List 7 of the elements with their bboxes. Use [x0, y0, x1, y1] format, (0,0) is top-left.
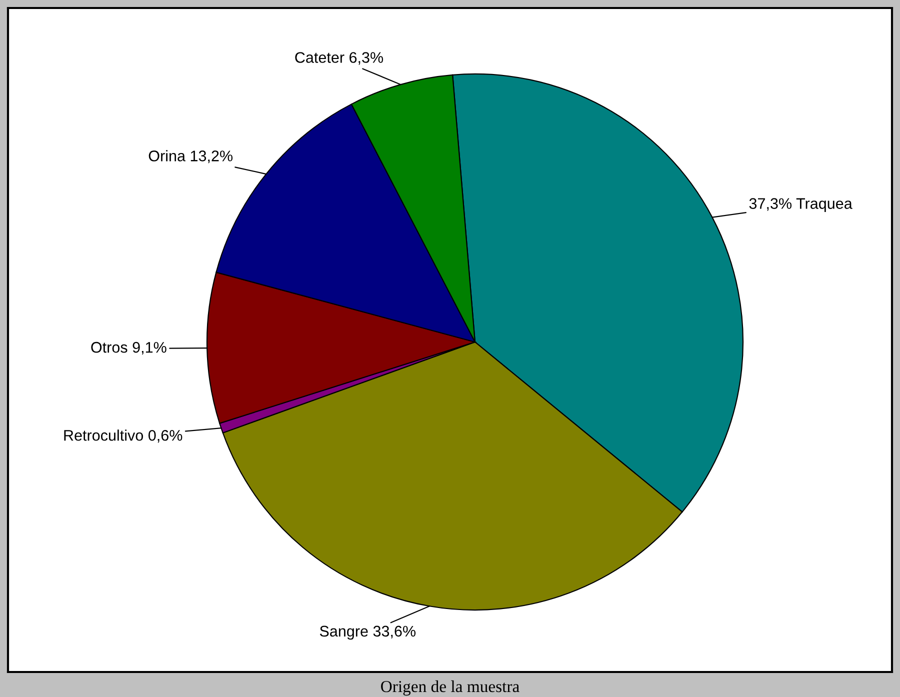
slice-label: Otros 9,1% [91, 342, 166, 355]
slice-label: Retrocultivo 0,6% [64, 430, 182, 443]
slice-label: Sangre 33,6% [320, 626, 416, 640]
text: Origen de la muestra [381, 680, 520, 696]
slice-label: Orina 13,2% [148, 150, 233, 164]
slice-label: Cateter 6,3% [295, 52, 384, 65]
slice-label: 37,3% Traquea [749, 198, 852, 212]
